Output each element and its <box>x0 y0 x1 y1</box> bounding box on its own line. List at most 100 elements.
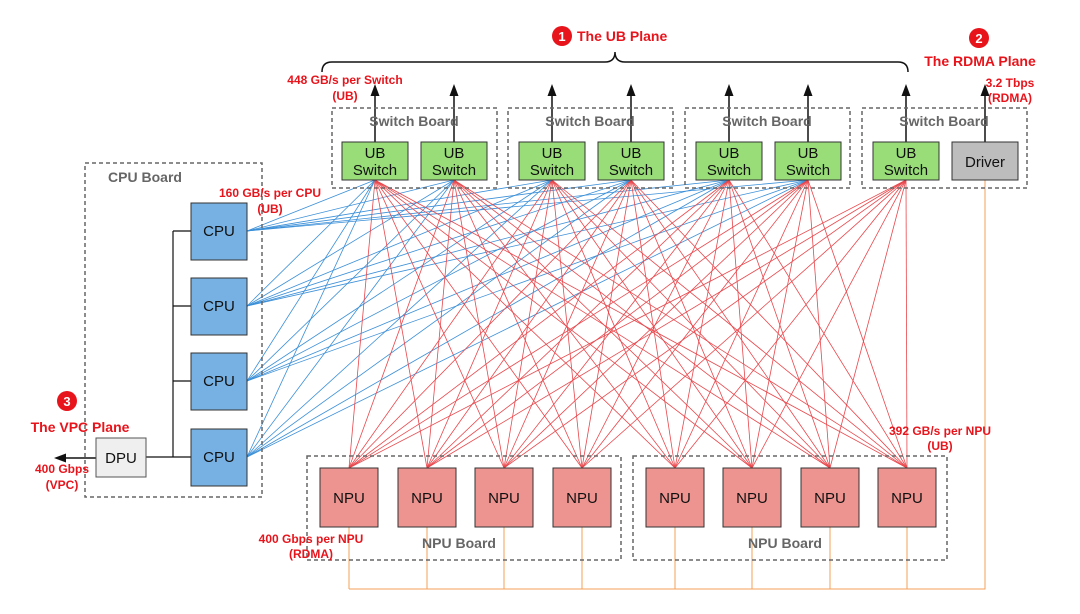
switch-board-label: Switch Board <box>545 113 634 129</box>
npu-switch-link <box>348 179 809 469</box>
cpu-switch-link <box>246 179 809 307</box>
dpu-bw-label: 400 Gbps <box>35 462 89 476</box>
cpu-label: CPU <box>203 449 235 466</box>
npu-switch-link <box>374 179 676 469</box>
npu-switch-link <box>630 179 831 469</box>
npu <box>877 467 937 528</box>
npu <box>645 467 705 528</box>
npu-switch-link <box>426 179 632 469</box>
ub-switch-label: Switch <box>353 162 397 179</box>
ub-switch <box>420 141 488 181</box>
npu-switch-link <box>630 179 908 469</box>
npu <box>474 467 534 528</box>
cpu <box>190 202 248 261</box>
npu-switch-link <box>348 179 553 469</box>
ub-plane-brace <box>321 51 909 73</box>
cpu <box>190 428 248 487</box>
npu-switch-link <box>674 179 907 469</box>
cpu-switch-link <box>246 179 730 307</box>
switch-board <box>861 107 1028 189</box>
npu-label: NPU <box>814 490 846 507</box>
npu <box>552 467 612 528</box>
cpu-switch-link <box>246 179 730 458</box>
ub-switch-label: Switch <box>609 162 653 179</box>
ub-switch-label: Switch <box>707 162 751 179</box>
npu-switch-link <box>581 179 809 469</box>
cpu <box>190 352 248 411</box>
ub-switch <box>695 141 763 181</box>
npu-switch-link <box>551 179 753 469</box>
npu-switch-link <box>551 179 583 469</box>
npu-board-label: NPU Board <box>422 535 496 551</box>
npu-switch-link <box>728 179 831 469</box>
plane-1-badge <box>552 26 572 46</box>
dpu-label: DPU <box>105 450 137 467</box>
switch-board-label: Switch Board <box>899 113 988 129</box>
npu-ub-bw-label: 392 GB/s per NPU <box>889 424 991 438</box>
cpu-switch-link <box>246 179 809 382</box>
npu-switch-link <box>453 179 908 469</box>
plane-1-number: 1 <box>558 29 565 44</box>
npu-switch-link <box>751 179 809 469</box>
ub-switch-label: UB <box>365 145 386 162</box>
npu-switch-link <box>348 179 455 469</box>
switch-board <box>331 107 498 189</box>
npu-switch-link <box>503 179 907 469</box>
cpu-bw-unit: (UB) <box>257 202 282 216</box>
npu-switch-link <box>348 179 907 469</box>
npu-label: NPU <box>891 490 923 507</box>
vpc-plane-label: The VPC Plane <box>31 419 130 435</box>
npu-ub-bw-unit: (UB) <box>927 439 952 453</box>
npu-switch-link <box>807 179 831 469</box>
npu-switch-link <box>581 179 907 469</box>
npu-label: NPU <box>411 490 443 507</box>
ub-switch-label: Switch <box>884 162 928 179</box>
npu-rdma-bw-label: 400 Gbps per NPU <box>259 532 364 546</box>
switch-bw-unit: (UB) <box>332 89 357 103</box>
npu <box>397 467 457 528</box>
npu-switch-link <box>426 179 455 469</box>
npu-switch-link <box>728 179 908 469</box>
plane-3-number: 3 <box>63 394 70 409</box>
npu-switch-link <box>503 179 730 469</box>
switch-board-label: Switch Board <box>369 113 458 129</box>
npu-switch-link <box>829 179 907 469</box>
npu-switch-link <box>551 179 676 469</box>
ub-switch-label: Switch <box>530 162 574 179</box>
npu-switch-link <box>374 179 428 469</box>
ub-switch-label: UB <box>621 145 642 162</box>
cpu-switch-link <box>246 179 455 307</box>
npu-switch-link <box>453 179 676 469</box>
ub-switch <box>872 141 940 181</box>
npu-switch-link <box>453 179 583 469</box>
ub-switch-label: Switch <box>786 162 830 179</box>
plane-2-badge <box>969 28 989 48</box>
npu-switch-link <box>905 179 908 469</box>
ub-switch <box>597 141 665 181</box>
rdma-bus-line <box>349 180 986 590</box>
plane-3-badge <box>57 391 77 411</box>
cpu-board-label: CPU Board <box>108 169 182 185</box>
npu-switch-link <box>453 179 831 469</box>
npu-board <box>632 455 948 561</box>
ub-switch-label: Switch <box>432 162 476 179</box>
npu-switch-link <box>348 179 376 469</box>
npu-switch-link <box>630 179 676 469</box>
npu-rdma-bw-unit: (RDMA) <box>289 547 333 561</box>
dpu-bw-unit: (VPC) <box>46 478 79 492</box>
npu-switch-link <box>728 179 753 469</box>
ub-switch <box>774 141 842 181</box>
npu-switch-link <box>551 179 908 469</box>
cpu-switch-link <box>246 179 376 307</box>
npu-switch-link <box>503 179 809 469</box>
cpu-board <box>84 162 263 498</box>
npu-switch-link <box>581 179 632 469</box>
ub-switch-label: UB <box>719 145 740 162</box>
switch-board <box>684 107 851 189</box>
npu-switch-link <box>426 179 907 469</box>
rdma-plane-label: The RDMA Plane <box>924 53 1036 69</box>
switch-board-label: Switch Board <box>722 113 811 129</box>
cpu-switch-link <box>246 179 553 232</box>
driver-bw-label: 3.2 Tbps <box>986 76 1035 90</box>
